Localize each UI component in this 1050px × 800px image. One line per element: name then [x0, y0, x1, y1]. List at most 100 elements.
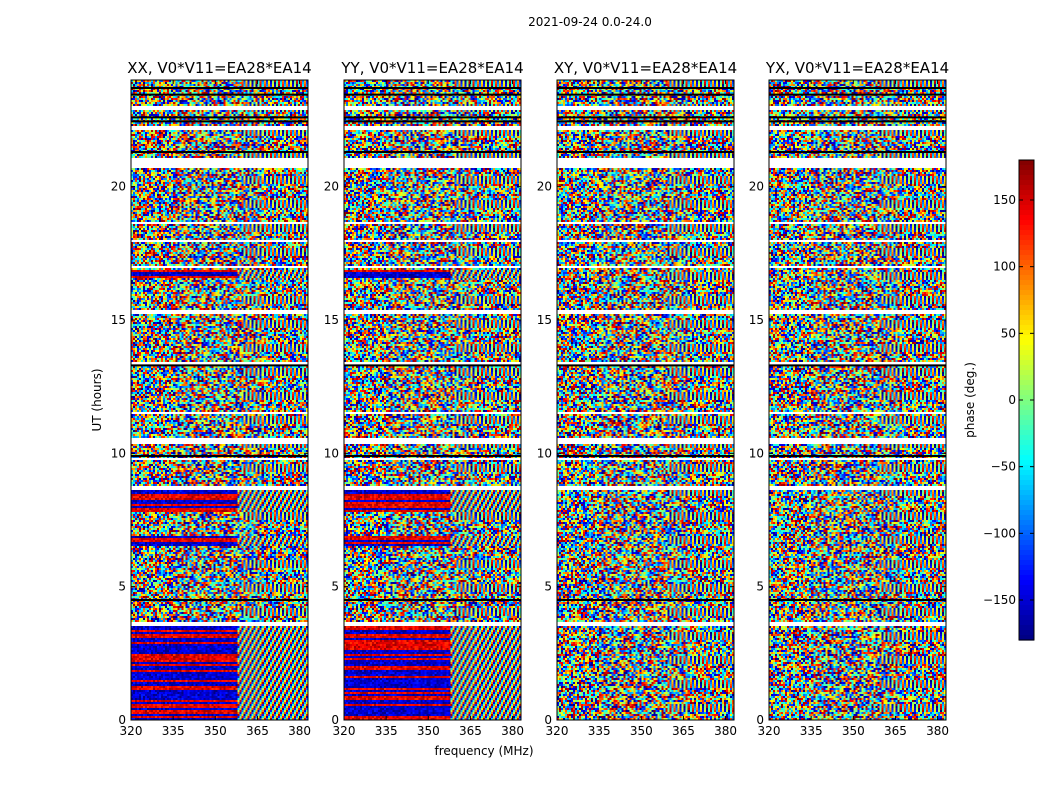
colorbar-segment	[1019, 590, 1034, 596]
x-axis-label: frequency (MHz)	[434, 744, 533, 758]
colorbar-segment	[1019, 355, 1034, 361]
x-tick-label: 380	[288, 724, 311, 738]
panel-yy: YY, V0*V11=EA28*EA14 320 335 350 365 380 0 5 10 1…	[324, 59, 524, 738]
panel-xy: XY, V0*V11=EA28*EA14 320 335 350 365 380 0 5 10 1…	[537, 59, 737, 738]
y-tick-label: 0	[118, 713, 126, 727]
y-tick-label: 0	[756, 713, 764, 727]
colorbar-segment	[1019, 535, 1034, 541]
x-tick-label: 320	[120, 724, 143, 738]
colorbar-segment	[1019, 165, 1034, 171]
colorbar-tick-label: 0	[1008, 393, 1016, 407]
colorbar-segment	[1019, 595, 1034, 601]
colorbar-segment	[1019, 320, 1034, 326]
colorbar-segment	[1019, 275, 1034, 281]
colorbar-segment	[1019, 375, 1034, 381]
phase-heatmap-yy	[344, 80, 521, 720]
colorbar-segment	[1019, 550, 1034, 556]
colorbar-segment	[1019, 315, 1034, 321]
colorbar-segment	[1019, 325, 1034, 331]
x-tick-label: 320	[758, 724, 781, 738]
colorbar-segment	[1019, 360, 1034, 366]
colorbar-segment	[1019, 560, 1034, 566]
phase-heatmap-xx	[131, 80, 308, 720]
colorbar-segment	[1019, 205, 1034, 211]
colorbar-segment	[1019, 490, 1034, 496]
colorbar-segment	[1019, 475, 1034, 481]
colorbar-segment	[1019, 160, 1034, 166]
colorbar-segment	[1019, 500, 1034, 506]
y-tick-label: 15	[111, 313, 126, 327]
colorbar-segment	[1019, 180, 1034, 186]
axes-frame	[343, 79, 522, 721]
colorbar-segment	[1019, 540, 1034, 546]
y-tick-label: 5	[544, 580, 552, 594]
colorbar-segment	[1019, 610, 1034, 616]
colorbar-segment	[1019, 305, 1034, 311]
colorbar-segment	[1019, 260, 1034, 266]
x-tick-label: 380	[926, 724, 949, 738]
colorbar-segment	[1019, 410, 1034, 416]
panel-title: XY, V0*V11=EA28*EA14	[554, 59, 737, 77]
x-tick-label: 335	[588, 724, 611, 738]
x-tick-label: 380	[714, 724, 737, 738]
colorbar-segment	[1019, 350, 1034, 356]
y-tick-label: 0	[331, 713, 339, 727]
colorbar-segment	[1019, 565, 1034, 571]
x-tick-label: 335	[800, 724, 823, 738]
colorbar-segment	[1019, 280, 1034, 286]
y-tick-label: 10	[749, 446, 764, 460]
colorbar-segment	[1019, 525, 1034, 531]
colorbar-segment	[1019, 400, 1034, 406]
phase-heatmap-yx	[769, 80, 946, 720]
x-tick-label: 350	[417, 724, 440, 738]
y-tick-label: 0	[544, 713, 552, 727]
colorbar-segment	[1019, 385, 1034, 391]
colorbar-segment	[1019, 200, 1034, 206]
phase-heatmap-xy	[557, 80, 734, 720]
colorbar-segment	[1019, 270, 1034, 276]
panel-xx: XX, V0*V11=EA28*EA14 320 335 350 365 380 0 5 10 1…	[111, 59, 312, 738]
colorbar-segment	[1019, 175, 1034, 181]
colorbar-segment	[1019, 430, 1034, 436]
colorbar-segment	[1019, 585, 1034, 591]
colorbar-segment	[1019, 505, 1034, 511]
panel-title: YX, V0*V11=EA28*EA14	[765, 59, 949, 77]
colorbar-segment	[1019, 445, 1034, 451]
colorbar-segment	[1019, 620, 1034, 626]
y-tick-label: 20	[537, 180, 552, 194]
colorbar-tick-label: 100	[993, 260, 1016, 274]
colorbar-segment	[1019, 330, 1034, 336]
colorbar-segment	[1019, 625, 1034, 631]
colorbar-segment	[1019, 555, 1034, 561]
x-tick-label: 350	[630, 724, 653, 738]
colorbar-segment	[1019, 580, 1034, 586]
colorbar-segment	[1019, 470, 1034, 476]
colorbar-segment	[1019, 300, 1034, 306]
colorbar-tick-label: 50	[1001, 326, 1016, 340]
colorbar-segment	[1019, 265, 1034, 271]
colorbar-segment	[1019, 440, 1034, 446]
colorbar-segment	[1019, 215, 1034, 221]
x-tick-label: 335	[162, 724, 185, 738]
colorbar-segment	[1019, 245, 1034, 251]
panel-yx: YX, V0*V11=EA28*EA14 320 335 350 365 380 0 5 10 1…	[749, 59, 949, 738]
panel-title: YY, V0*V11=EA28*EA14	[340, 59, 523, 77]
colorbar-segment	[1019, 570, 1034, 576]
y-tick-label: 15	[324, 313, 339, 327]
colorbar-segment	[1019, 460, 1034, 466]
colorbar-segment	[1019, 195, 1034, 201]
y-tick-label: 15	[749, 313, 764, 327]
colorbar-segment	[1019, 185, 1034, 191]
colorbar-segment	[1019, 415, 1034, 421]
colorbar-segment	[1019, 225, 1034, 231]
axes-frame	[130, 79, 309, 721]
colorbar-segment	[1019, 255, 1034, 261]
colorbar-segment	[1019, 335, 1034, 341]
x-tick-label: 365	[459, 724, 482, 738]
colorbar-segment	[1019, 340, 1034, 346]
colorbar-segment	[1019, 190, 1034, 196]
colorbar-segment	[1019, 450, 1034, 456]
colorbar-segment	[1019, 250, 1034, 256]
colorbar-segment	[1019, 390, 1034, 396]
